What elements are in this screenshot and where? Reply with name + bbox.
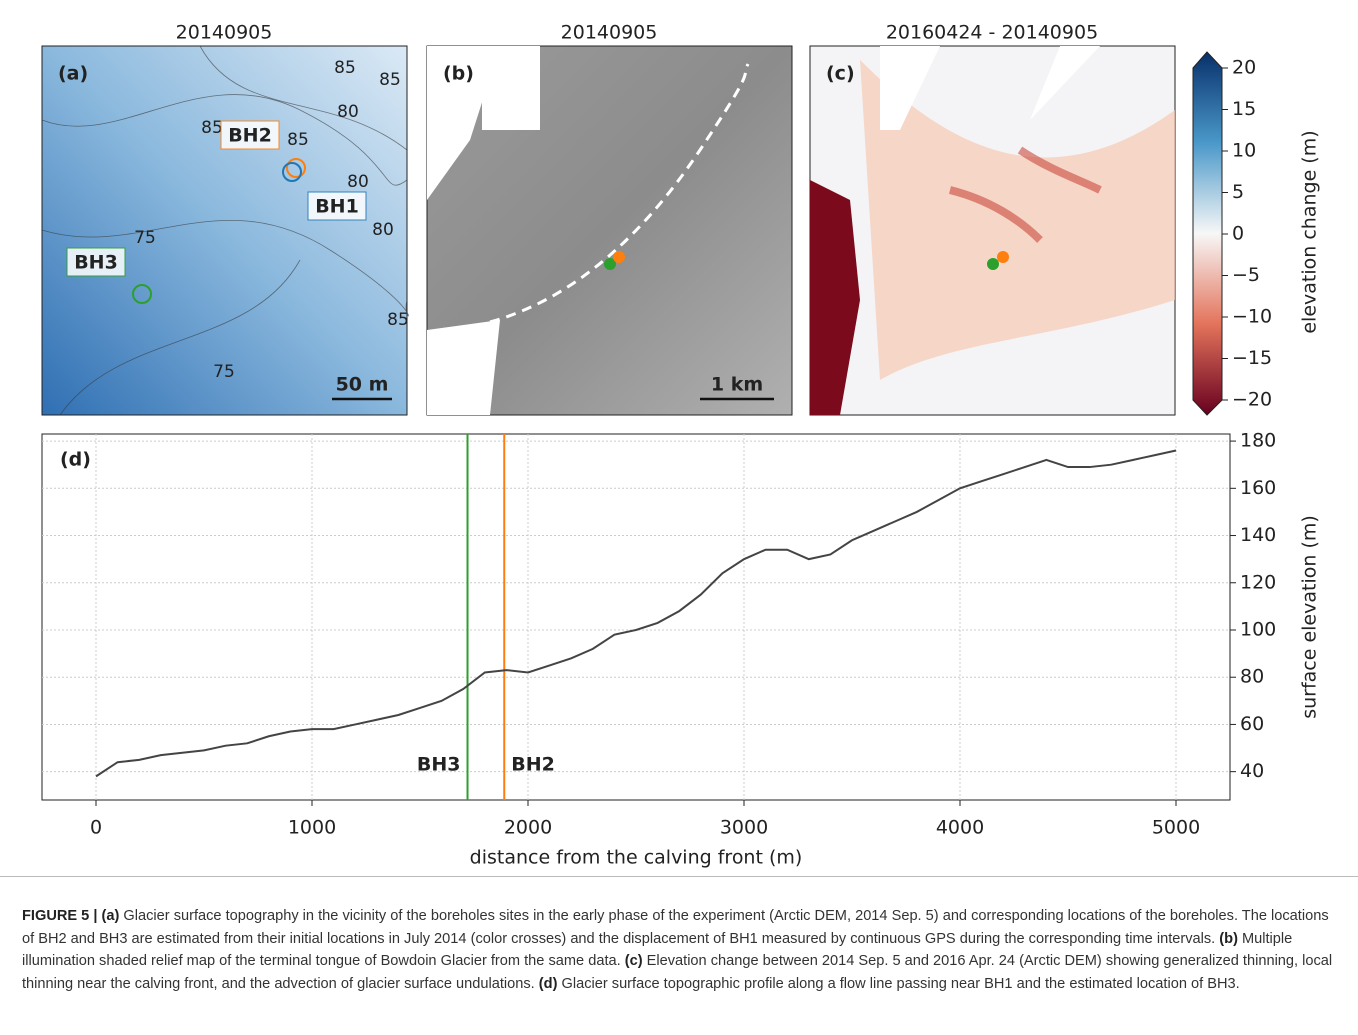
contour-label: 75	[134, 228, 156, 248]
caption-text: Glacier surface topographic profile alon…	[557, 975, 1240, 992]
thinning-patch	[810, 180, 860, 415]
colorbar-tick-label: −5	[1232, 264, 1260, 286]
y-tick-label: 80	[1240, 666, 1264, 688]
colorbar	[1192, 51, 1223, 416]
borehole-marker	[286, 158, 306, 178]
x-axis-label: distance from the calving front (m)	[470, 847, 803, 869]
x-tick-label: 3000	[720, 817, 768, 839]
y-tick-label: 100	[1240, 618, 1276, 640]
colorbar-tick-label: 10	[1232, 140, 1256, 162]
contour-label: 85	[387, 310, 409, 330]
y-tick-label: 180	[1240, 430, 1276, 452]
x-tick-label: 1000	[288, 817, 336, 839]
panel-title: 20140905	[176, 22, 273, 44]
undulation	[949, 146, 1102, 243]
caption-label: (d)	[538, 975, 558, 992]
caption-label: (a)	[101, 908, 120, 924]
borehole-marker	[282, 162, 302, 182]
caption-text: Elevation change between 2014 Sep. 5 and…	[22, 953, 1333, 992]
panel-tag: (d)	[60, 449, 91, 471]
panel-a	[41, 45, 409, 416]
x-tick-label: 2000	[504, 817, 552, 839]
bh2-point	[613, 251, 625, 263]
colorbar-tick-label: 15	[1232, 98, 1256, 120]
y-tick-label: 60	[1240, 713, 1264, 735]
panel-title: 20160424 - 20140905	[886, 22, 1098, 44]
y-tick-label: 40	[1240, 760, 1264, 782]
bh2-point	[997, 251, 1009, 263]
caption-text: Glacier surface topography in the vicini…	[22, 908, 1329, 947]
borehole-label: BH1	[315, 196, 359, 218]
caption-label: (c)	[624, 953, 643, 969]
colorbar-tick-label: −20	[1232, 389, 1272, 411]
x-tick-label: 5000	[1152, 817, 1200, 839]
borehole-line-label: BH2	[511, 754, 555, 776]
colorbar-tick-label: −15	[1232, 347, 1272, 369]
caption-text: Multiple illumination shaded relief map …	[22, 930, 1293, 970]
panel-tag: (c)	[826, 63, 855, 85]
no-data	[880, 46, 1100, 130]
borehole-box	[220, 120, 280, 150]
figure: 20140905 (a) 50 m 20140905 (b) 1 km 20160424 -…	[41, 22, 1321, 869]
caption-label: (b)	[1219, 930, 1238, 947]
scale-bar-label: 1 km	[711, 374, 763, 396]
colorbar-tick-label: 0	[1232, 223, 1244, 245]
borehole-label: BH2	[228, 125, 272, 147]
contour-label: 85	[287, 130, 309, 150]
profile-axes	[41, 433, 1231, 801]
contour-label: 85	[334, 58, 356, 78]
no-data	[427, 46, 540, 415]
y-tick-label: 120	[1240, 571, 1276, 593]
colorbar-tick-label: 5	[1232, 181, 1244, 203]
panel-b	[426, 45, 793, 416]
y-tick-label: 140	[1240, 524, 1276, 546]
colorbar-tick-label: −10	[1232, 306, 1272, 328]
x-tick-label: 4000	[936, 817, 984, 839]
colorbar-tick-label: 20	[1232, 57, 1256, 79]
bh3-point	[987, 258, 999, 270]
contour	[41, 45, 409, 416]
borehole-label: BH3	[74, 252, 118, 274]
panel-title: 20140905	[561, 22, 658, 44]
caption-lead: FIGURE 5 |	[22, 908, 98, 924]
contour-label: 80	[337, 102, 359, 122]
borehole-box	[66, 247, 126, 277]
contour-label: 80	[372, 220, 394, 240]
y-tick-label: 160	[1240, 477, 1276, 499]
colorbar-label: elevation change (m)	[1299, 130, 1321, 333]
contour-label: 85	[201, 118, 223, 138]
topography-map	[41, 45, 408, 416]
panel-tag: (a)	[58, 63, 88, 85]
contour-label: 75	[213, 362, 235, 382]
profile-line	[95, 449, 1177, 778]
borehole-marker	[132, 284, 152, 304]
scale-bar-label: 50 m	[336, 374, 389, 396]
contour-label: 85	[379, 70, 401, 90]
panel-c	[809, 45, 1176, 416]
bh3-point	[604, 258, 616, 270]
contour-label: 80	[347, 172, 369, 192]
panel-tag: (b)	[443, 63, 474, 85]
x-tick-label: 0	[90, 817, 102, 839]
flow-line	[489, 63, 750, 324]
borehole-line-label: BH3	[417, 754, 461, 776]
caption: FIGURE 5 | (a) Glacier surface topograph…	[0, 876, 1358, 1035]
borehole-box	[307, 191, 367, 221]
y-axis-label: surface elevation (m)	[1299, 515, 1321, 719]
